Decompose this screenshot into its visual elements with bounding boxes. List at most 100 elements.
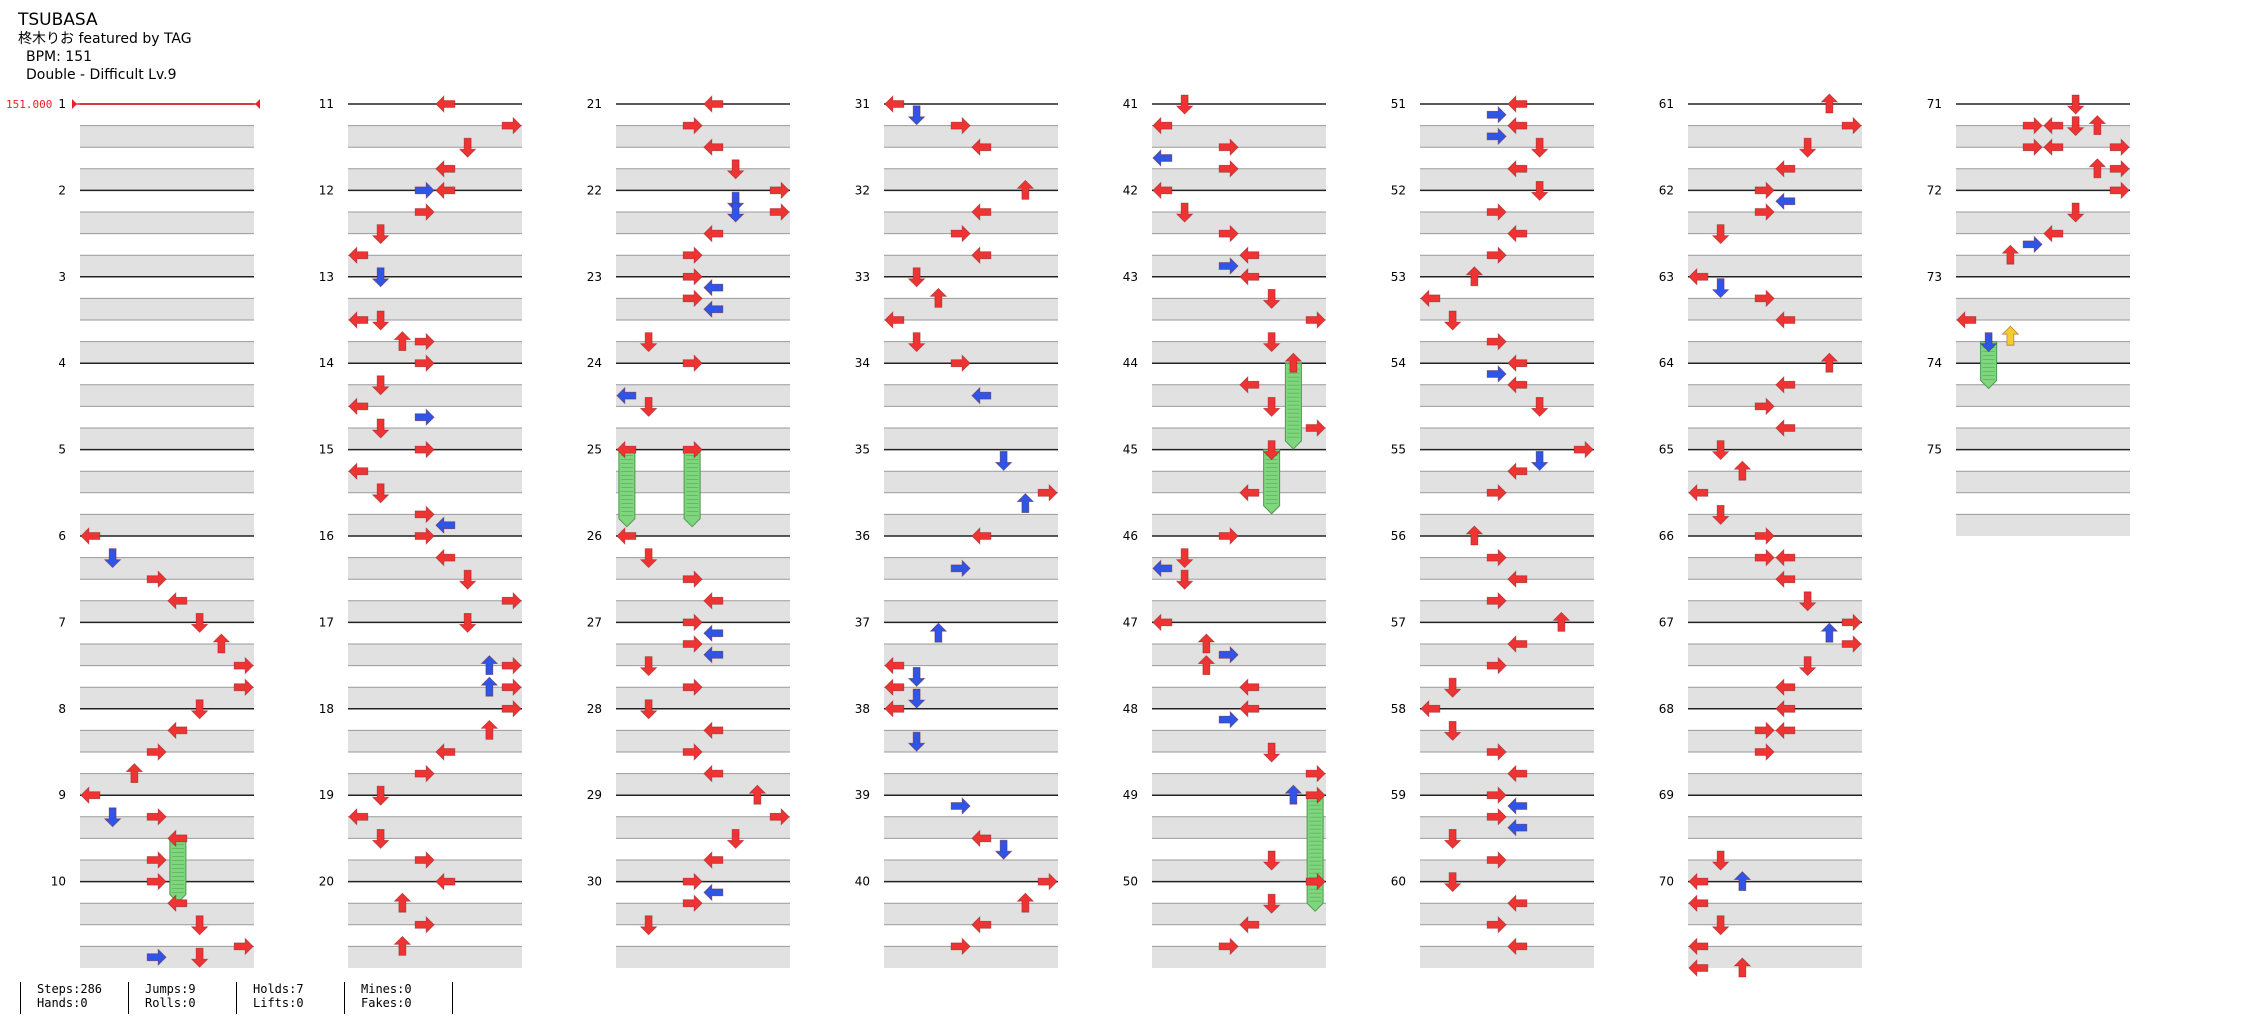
arrow-right-icon (1486, 332, 1507, 351)
arrow-right-icon (414, 527, 435, 545)
beat-band (1688, 428, 1862, 450)
beat-band (1152, 298, 1326, 320)
arrow-right-icon (233, 678, 254, 697)
arrow-left-icon (1152, 116, 1173, 135)
beat-band (348, 341, 522, 364)
beat-band (1956, 168, 2130, 191)
measure-number: 48 (1123, 702, 1138, 716)
arrow-up-icon (393, 935, 412, 956)
arrow-down-icon (371, 375, 390, 396)
arrow-left-icon (80, 527, 101, 545)
measure-number: 55 (1391, 443, 1406, 457)
arrow-right-icon (501, 678, 522, 697)
arrow-left-icon (348, 246, 369, 265)
arrow-down-icon (1711, 224, 1730, 245)
arrow-left-icon (971, 915, 992, 934)
hold-body (1263, 449, 1281, 515)
arrow-left-icon (435, 181, 456, 200)
arrow-right-icon (1486, 591, 1507, 610)
arrow-right-icon (1218, 138, 1239, 157)
arrow-right-icon (1754, 289, 1775, 308)
stats-group-jumps: Jumps:9 Rolls:0 (128, 982, 196, 1014)
arrow-left-icon (703, 591, 724, 610)
arrow-right-icon (414, 332, 435, 351)
arrow-left-icon (1507, 937, 1528, 956)
arrow-right-icon (682, 116, 703, 135)
arrow-up-icon (480, 655, 499, 675)
beat-band (1688, 687, 1862, 709)
arrow-right-icon (1305, 764, 1326, 783)
arrow-right-icon (682, 894, 703, 913)
song-title: TSUBASA (18, 10, 98, 30)
stat-holds: Holds:7 (253, 982, 304, 996)
arrow-left-icon (1688, 959, 1709, 977)
beat-band (884, 125, 1058, 148)
arrow-down-icon (2066, 116, 2085, 137)
arrow-right-icon (414, 851, 435, 869)
beat-band (884, 341, 1058, 364)
arrow-left-icon (1507, 224, 1528, 243)
arrow-down-icon (1530, 137, 1549, 158)
arrow-left-icon (435, 516, 456, 535)
arrow-left-icon (167, 591, 188, 610)
arrow-right-icon (682, 246, 703, 265)
beat-band (1152, 255, 1326, 277)
arrow-left-icon (1775, 159, 1796, 178)
measure-number: 8 (58, 702, 66, 716)
arrow-right-icon (414, 408, 435, 427)
arrow-left-icon (348, 807, 369, 826)
arrow-down-icon (1530, 396, 1549, 417)
beat-band (80, 125, 254, 148)
arrow-left-icon (884, 678, 905, 697)
measure-number: 3 (58, 270, 66, 284)
beat-band (616, 644, 790, 666)
measure-number: 23 (587, 270, 602, 284)
arrow-down-icon (371, 267, 390, 288)
arrow-down-icon (907, 731, 926, 752)
arrow-left-icon (703, 624, 724, 643)
arrow-down-icon (1979, 332, 1998, 353)
measure-number: 52 (1391, 183, 1406, 197)
beat-band (884, 816, 1058, 839)
measure-number: 65 (1659, 443, 1674, 457)
measure-number: 11 (319, 97, 334, 111)
arrow-up-icon (2088, 115, 2107, 135)
arrow-right-icon (682, 267, 703, 286)
arrow-down-icon (371, 224, 390, 245)
measure-number: 22 (587, 183, 602, 197)
measure-number: 46 (1123, 529, 1138, 543)
beat-band (1420, 946, 1594, 968)
arrow-right-icon (2022, 235, 2043, 254)
measure-number: 73 (1927, 270, 1942, 284)
arrow-left-icon (2043, 116, 2064, 135)
beat-band (1152, 384, 1326, 407)
beat-band (1956, 125, 2130, 148)
stats-group-steps: Steps:286 Hands:0 (20, 982, 102, 1014)
arrow-right-icon (1305, 419, 1326, 437)
arrow-left-icon (1775, 699, 1796, 718)
arrow-left-icon (884, 311, 905, 329)
measure-number: 17 (319, 615, 334, 629)
beat-band (1688, 600, 1862, 623)
arrow-left-icon (435, 548, 456, 567)
arrow-down-icon (1711, 915, 1730, 936)
arrow-down-icon (1443, 829, 1462, 849)
arrow-right-icon (1486, 807, 1507, 826)
beat-band (80, 903, 254, 925)
arrow-left-icon (1775, 678, 1796, 697)
measure-number: 49 (1123, 788, 1138, 802)
arrow-down-icon (726, 829, 745, 849)
beat-band (1152, 514, 1326, 536)
measure-number: 21 (587, 97, 602, 111)
beat-band (1152, 168, 1326, 191)
arrow-right-icon (1754, 181, 1775, 200)
measure-number: 2 (58, 183, 66, 197)
arrow-down-icon (1798, 656, 1817, 677)
arrow-left-icon (884, 656, 905, 675)
beat-band (1420, 255, 1594, 277)
arrow-down-icon (1711, 440, 1730, 461)
measure-number: 30 (587, 875, 602, 889)
arrow-right-icon (1486, 483, 1507, 502)
arrow-down-icon (458, 137, 477, 158)
beat-band (884, 212, 1058, 234)
